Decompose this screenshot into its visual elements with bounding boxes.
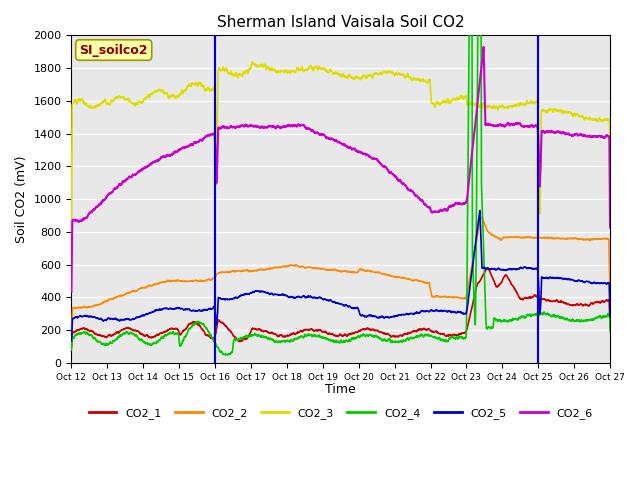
- Y-axis label: Soil CO2 (mV): Soil CO2 (mV): [15, 156, 28, 243]
- Title: Sherman Island Vaisala Soil CO2: Sherman Island Vaisala Soil CO2: [217, 15, 465, 30]
- Text: SI_soilco2: SI_soilco2: [79, 44, 148, 57]
- Legend: CO2_1, CO2_2, CO2_3, CO2_4, CO2_5, CO2_6: CO2_1, CO2_2, CO2_3, CO2_4, CO2_5, CO2_6: [84, 403, 597, 423]
- X-axis label: Time: Time: [325, 383, 356, 396]
